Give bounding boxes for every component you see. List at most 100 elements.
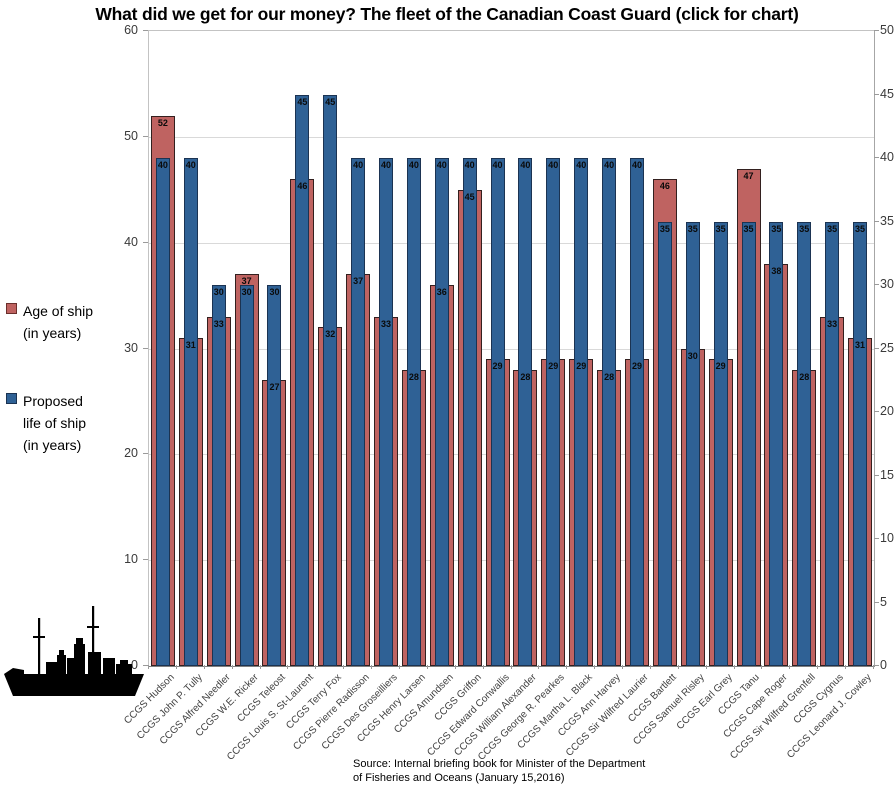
bar-life	[657, 221, 672, 666]
x-axis-tick	[761, 665, 763, 669]
y-axis-label-left: 60	[124, 23, 138, 37]
bar-value-label: 46	[659, 181, 670, 192]
bar-value-label: 40	[604, 160, 615, 170]
bar-life	[323, 94, 338, 666]
bar-life	[490, 158, 505, 666]
bar-life	[462, 158, 477, 666]
bar-value-label: 27	[269, 382, 280, 393]
bar-value-label: 40	[436, 160, 447, 170]
x-axis-tick	[789, 665, 791, 669]
bar-value-label: 28	[408, 371, 419, 382]
bar-life	[853, 221, 868, 666]
x-axis-tick	[231, 665, 233, 669]
bar-value-label: 28	[520, 371, 531, 382]
x-axis-tick	[817, 665, 819, 669]
y-axis-label-left: 40	[124, 234, 138, 249]
bar-value-label: 33	[381, 318, 392, 329]
y-axis-label-right: 30	[880, 277, 894, 291]
right-axis-tick	[874, 157, 879, 158]
left-axis-tick	[143, 347, 148, 349]
left-axis-tick	[143, 241, 148, 243]
bar-value-label: 40	[157, 160, 168, 170]
y-axis-label-right: 20	[880, 404, 894, 418]
x-axis-tick	[203, 665, 205, 669]
x-axis-tick	[287, 665, 289, 669]
x-axis-tick	[677, 665, 679, 669]
bar-life	[574, 158, 589, 666]
y-axis-label-left: 0	[131, 658, 138, 672]
bar-life	[629, 158, 644, 666]
x-axis-tick	[343, 665, 345, 669]
x-axis-tick	[371, 665, 373, 669]
right-axis-tick	[874, 665, 879, 666]
left-axis-tick	[143, 135, 148, 137]
bar-value-label: 38	[771, 265, 782, 276]
x-axis-tick	[148, 665, 149, 669]
bar-value-label: 40	[520, 160, 531, 170]
bar-life	[295, 94, 310, 666]
right-axis-tick	[874, 601, 879, 603]
legend-label-life: Proposed life of ship (in years)	[23, 393, 87, 453]
y-axis-label-right: 10	[880, 531, 894, 545]
x-axis-tick	[566, 665, 568, 669]
left-axis-tick	[143, 665, 148, 666]
chart-title: What did we get for our money? The fleet…	[95, 4, 799, 24]
bar-value-label: 35	[743, 223, 754, 234]
gridline	[149, 560, 874, 562]
bar-value-label: 29	[492, 361, 503, 372]
y-axis-label-right: 40	[880, 150, 894, 164]
right-axis-tick	[874, 30, 879, 31]
bar-value-label: 29	[715, 361, 726, 372]
right-axis-tick	[874, 284, 879, 285]
bar-value-label: 47	[743, 170, 754, 181]
bar-value-label: 28	[604, 371, 615, 382]
bar-life	[434, 158, 449, 666]
bar-value-label: 40	[353, 160, 364, 170]
bar-value-label: 28	[799, 371, 810, 382]
bar-value-label: 45	[297, 96, 308, 107]
bar-value-label: 33	[827, 318, 838, 329]
right-axis-tick	[874, 220, 879, 222]
bar-value-label: 40	[548, 160, 559, 170]
y-axis-label-right: 0	[880, 658, 887, 672]
left-axis-tick	[143, 453, 148, 455]
x-axis-tick	[398, 665, 400, 669]
bar-life	[797, 221, 812, 666]
right-axis-tick	[874, 474, 879, 476]
bar-value-label: 33	[213, 318, 224, 329]
bar-value-label: 40	[464, 160, 475, 170]
bar-value-label: 52	[157, 117, 168, 128]
bar-value-label: 35	[659, 223, 670, 234]
y-axis-label-right: 45	[880, 86, 894, 101]
bar-value-label: 37	[241, 276, 252, 287]
bar-value-label: 35	[827, 223, 838, 234]
bar-life	[713, 221, 728, 666]
bar-life	[183, 158, 198, 666]
bar-life	[211, 285, 226, 666]
bar-value-label: 30	[687, 350, 698, 361]
right-axis-tick	[874, 411, 879, 412]
bar-life	[239, 285, 254, 666]
bar-life	[518, 158, 533, 666]
x-axis-tick	[259, 665, 261, 669]
bar-value-label: 40	[492, 160, 503, 170]
bar-value-label: 29	[548, 361, 559, 372]
gridline	[149, 136, 874, 138]
bar-life	[155, 158, 170, 666]
bar-value-label: 36	[436, 287, 447, 297]
x-axis-tick	[705, 665, 707, 669]
bar-value-label: 37	[353, 276, 364, 287]
plot-area: 52 40 31 40 33 30 37 30 27 30 46 45 32 45 37 40 33 40 28 40…	[148, 30, 875, 667]
x-axis-tick	[873, 665, 874, 669]
x-axis-tick	[594, 665, 596, 669]
bar-value-label: 30	[213, 287, 224, 297]
bar-value-label: 31	[855, 339, 866, 350]
bar-value-label: 40	[381, 160, 392, 170]
bar-value-label: 35	[715, 223, 726, 234]
legend-swatch-life-icon	[6, 393, 17, 404]
bar-life	[379, 158, 394, 666]
x-axis-tick	[845, 665, 847, 669]
bar-value-label: 31	[185, 339, 196, 350]
x-axis-tick	[622, 665, 624, 669]
